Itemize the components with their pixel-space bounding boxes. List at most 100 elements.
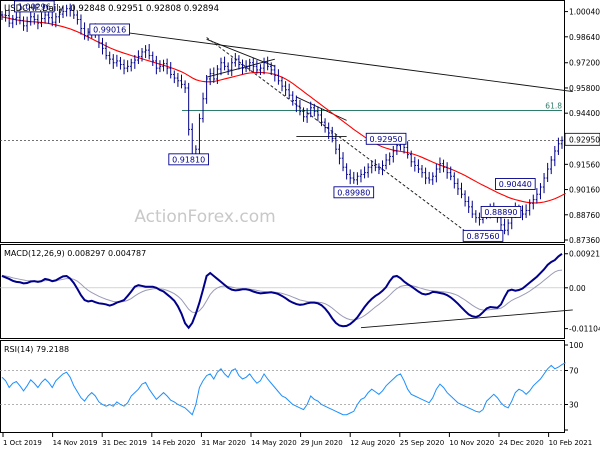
price-annotation: 0.92950 — [365, 132, 407, 145]
price-bar — [284, 81, 287, 96]
price-bar — [370, 160, 373, 174]
price-bar — [463, 190, 467, 207]
price-bar — [313, 103, 316, 117]
price-bar — [438, 157, 442, 173]
price-bar — [122, 59, 126, 75]
price-bar — [65, 4, 68, 17]
price-bar — [101, 37, 104, 55]
price-bar — [277, 69, 280, 85]
price-bar — [503, 218, 506, 235]
x-tick-label: 1 Oct 2019 — [3, 439, 42, 447]
price-bar — [4, 9, 7, 22]
price-bar — [115, 54, 119, 67]
price-bar — [234, 53, 237, 67]
price-bar — [557, 137, 560, 155]
x-tick-label: 14 Feb 2020 — [152, 439, 196, 447]
price-bar — [58, 9, 61, 23]
price-bar — [216, 65, 219, 84]
x-tick-label: 10 Nov 2020 — [449, 439, 494, 447]
price-y-tick-label: 1.00040 — [569, 8, 600, 17]
trendline-0 — [106, 29, 573, 93]
price-y-tick-label: 0.87360 — [569, 236, 600, 245]
price-bar — [119, 56, 122, 70]
price-bar — [7, 9, 11, 28]
price-annotation: 0.87560 — [462, 229, 504, 242]
price-bar — [392, 145, 395, 163]
price-bar — [521, 205, 524, 221]
price-bar — [11, 15, 15, 29]
price-bar — [54, 12, 58, 28]
price-bar — [327, 122, 330, 140]
price-pane-label: USDCHF,Daily 0.92848 0.92951 0.92808 0.9… — [4, 4, 219, 14]
price-bar — [76, 11, 79, 25]
rsi-line — [1, 362, 566, 416]
macd-pane-frame — [0, 244, 565, 339]
price-bar — [338, 144, 341, 165]
price-bar — [341, 152, 345, 172]
price-bar — [388, 152, 391, 166]
price-bar — [18, 11, 22, 25]
price-bar — [273, 64, 277, 82]
price-bar — [539, 183, 542, 200]
annotation-box — [495, 178, 536, 190]
price-bar — [456, 178, 460, 195]
price-bar — [223, 56, 226, 71]
price-bar — [506, 219, 510, 236]
price-bar — [471, 200, 474, 219]
price-annotation: 0.88890 — [480, 205, 522, 218]
price-bar — [377, 163, 381, 175]
macd-line — [1, 252, 563, 330]
price-bar — [334, 134, 338, 155]
rsi-pane: 100 70 30 — [0, 341, 584, 431]
annotation-label: 0.99016 — [93, 25, 126, 34]
price-pane: 61.8 1.00296 0.99016 0.91810 0.89980 0.92950 0… — [0, 0, 600, 245]
price-bar — [424, 167, 427, 185]
price-annotation: 0.89980 — [333, 186, 375, 199]
price-bar — [237, 55, 241, 70]
x-tick-label: 25 Sep 2020 — [400, 439, 444, 447]
price-bar — [255, 60, 259, 74]
price-y-tick-label: 0.92950 — [569, 135, 600, 144]
price-bar — [155, 55, 158, 75]
price-bar — [252, 57, 255, 73]
price-bar — [413, 156, 417, 172]
price-bar — [345, 163, 348, 180]
price-bar — [549, 156, 553, 175]
moving-average-line — [1, 16, 566, 204]
price-bar — [230, 57, 233, 77]
rsi-pane-frame — [0, 340, 565, 433]
x-tick-label: 10 Feb 2021 — [549, 439, 593, 447]
price-bar — [25, 16, 29, 32]
x-tick-label: 24 Dec 2020 — [499, 439, 544, 447]
price-bar — [126, 60, 129, 73]
last-price-box — [564, 132, 600, 146]
annotation-label: 0.92950 — [370, 135, 403, 144]
price-bar — [546, 162, 549, 182]
x-tick-label: 31 Dec 2019 — [102, 439, 147, 447]
price-bar — [205, 74, 208, 104]
price-bar — [445, 162, 449, 179]
price-bar — [226, 62, 230, 75]
rsi-y-tick-label: 30 — [569, 401, 579, 410]
price-y-tick-label: 0.94400 — [569, 109, 600, 118]
price-bar — [266, 56, 269, 71]
price-bar — [474, 210, 478, 223]
price-bar — [33, 12, 36, 25]
price-bar — [183, 80, 187, 94]
price-bar — [165, 58, 169, 75]
price-bar — [112, 54, 115, 69]
price-bar — [460, 182, 463, 199]
price-y-tick-label: 0.91560 — [569, 160, 600, 169]
price-bar — [435, 163, 438, 183]
price-y-tick-label: 0.98640 — [569, 33, 600, 42]
price-bar — [68, 3, 72, 17]
trendline-4 — [296, 96, 347, 121]
price-bar — [36, 14, 40, 30]
price-y-tick-label: 0.97200 — [569, 59, 600, 68]
price-bar — [363, 166, 366, 179]
price-bar — [22, 16, 25, 31]
price-bar — [359, 169, 363, 183]
price-bar — [381, 160, 384, 176]
price-bar — [323, 118, 327, 133]
